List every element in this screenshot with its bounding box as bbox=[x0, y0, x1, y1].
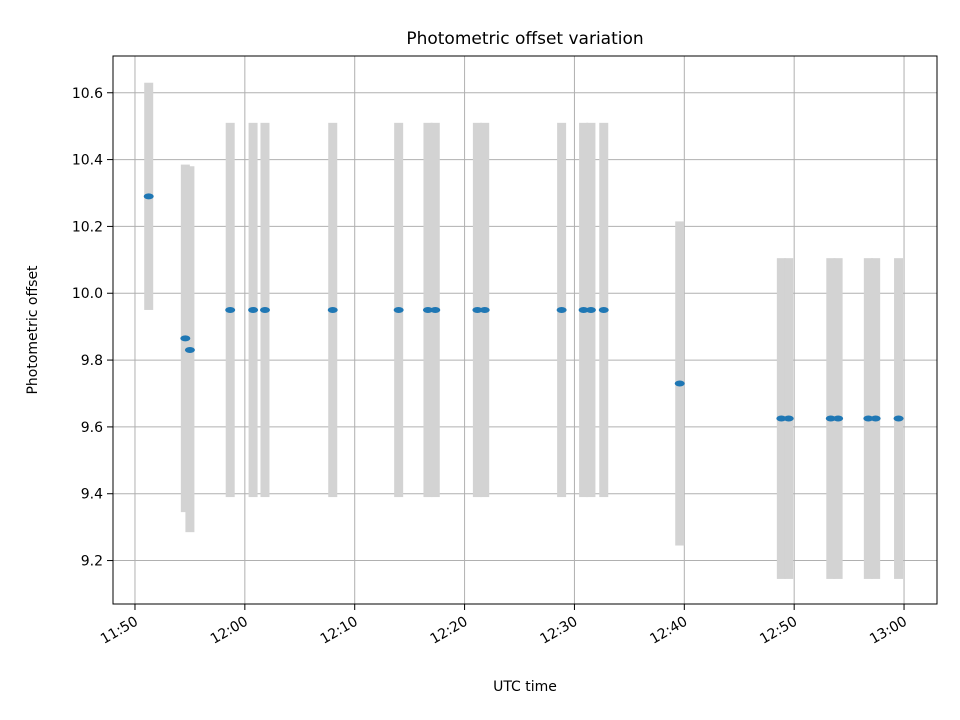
data-point bbox=[393, 306, 404, 313]
data-point bbox=[422, 306, 433, 313]
data-point bbox=[870, 415, 881, 422]
plot-area bbox=[113, 56, 937, 604]
data-point bbox=[833, 415, 844, 422]
y-tick-label: 10.4 bbox=[72, 153, 103, 169]
data-point bbox=[225, 306, 236, 313]
chart-title: Photometric offset variation bbox=[406, 29, 643, 49]
data-point bbox=[143, 193, 154, 200]
y-tick-label: 9.2 bbox=[81, 554, 103, 570]
data-point bbox=[825, 415, 836, 422]
x-axis-label: UTC time bbox=[493, 679, 557, 695]
data-point bbox=[479, 306, 490, 313]
data-point bbox=[248, 306, 259, 313]
data-point bbox=[674, 380, 685, 387]
data-point bbox=[863, 415, 874, 422]
y-axis-label: Photometric offset bbox=[25, 265, 41, 395]
y-tick-label: 9.6 bbox=[81, 420, 103, 436]
y-axis-ticks: 9.2 9.4 9.6 9.8 10.0 10.2 10.4 10.6 bbox=[72, 86, 113, 570]
data-points bbox=[143, 193, 904, 422]
plot-frame bbox=[112, 55, 938, 605]
y-tick-label: 10.2 bbox=[72, 219, 103, 235]
data-point bbox=[893, 415, 904, 422]
data-point bbox=[327, 306, 338, 313]
y-tick-label: 10.0 bbox=[72, 286, 103, 302]
data-point bbox=[430, 306, 441, 313]
data-point bbox=[556, 306, 567, 313]
y-tick-label: 10.6 bbox=[72, 86, 103, 102]
data-point bbox=[578, 306, 589, 313]
grid-lines bbox=[113, 56, 937, 604]
data-point bbox=[585, 306, 596, 313]
data-point bbox=[184, 347, 195, 354]
data-point bbox=[259, 306, 270, 313]
y-tick-label: 9.8 bbox=[81, 353, 103, 369]
data-point bbox=[472, 306, 483, 313]
data-point bbox=[180, 335, 191, 342]
y-tick-label: 9.4 bbox=[81, 487, 103, 503]
data-point bbox=[598, 306, 609, 313]
data-point bbox=[783, 415, 794, 422]
data-point bbox=[776, 415, 787, 422]
